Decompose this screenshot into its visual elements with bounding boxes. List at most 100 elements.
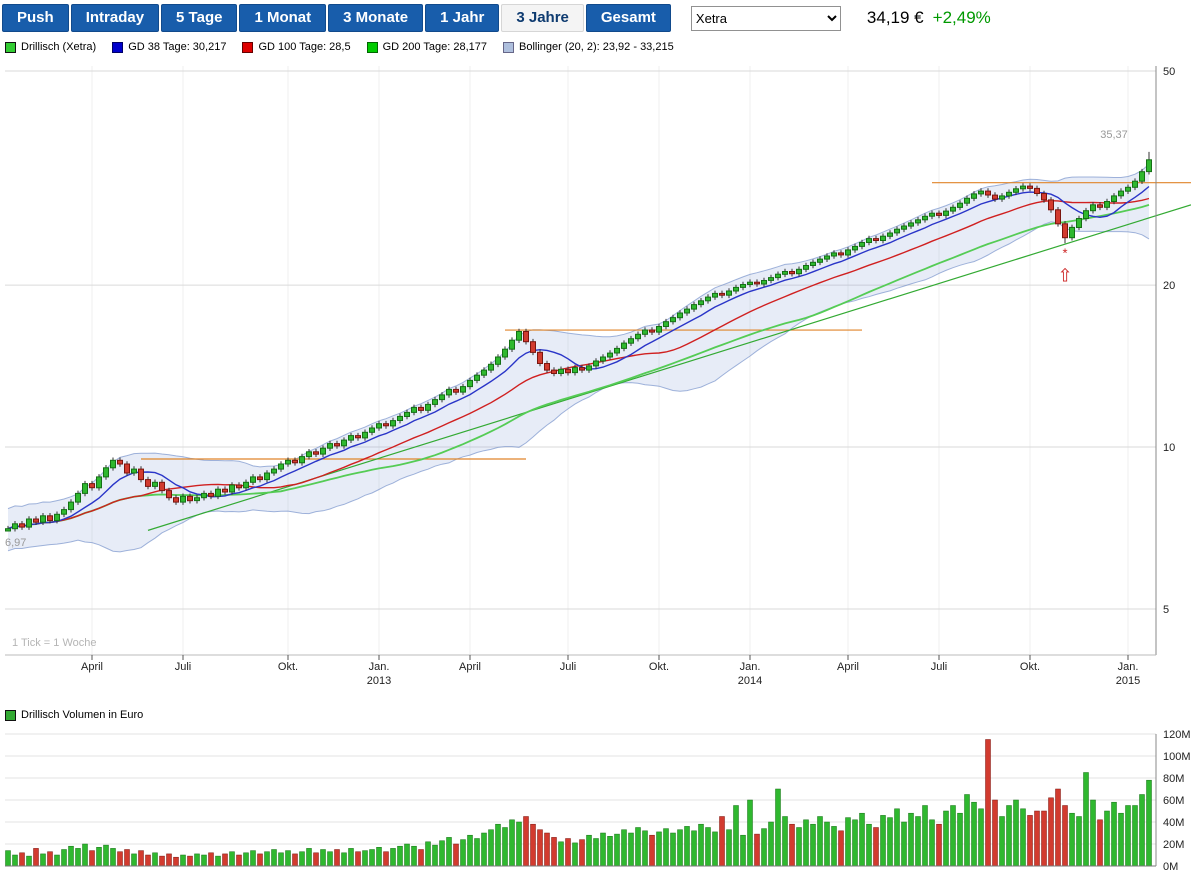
volume-bar (691, 830, 697, 867)
exchange-select[interactable]: Xetra (690, 5, 841, 31)
candle (404, 411, 410, 417)
candle (705, 296, 711, 302)
volume-bar (782, 816, 788, 867)
volume-bar (523, 816, 529, 867)
candle (551, 369, 557, 375)
volume-bar (873, 827, 879, 867)
candle (999, 195, 1005, 200)
candle (159, 481, 165, 492)
candle (327, 443, 333, 449)
volume-bar (677, 829, 683, 867)
volume-bar (747, 799, 753, 867)
x-axis-label: Jan. (1118, 661, 1139, 673)
x-axis-label: Juli (175, 661, 192, 673)
volume-bar (908, 812, 914, 867)
candle (33, 518, 39, 523)
candle (257, 476, 263, 481)
legend-item-volume: Drillisch Volumen in Euro (5, 709, 143, 721)
candle (1062, 223, 1068, 239)
candle (19, 523, 25, 528)
candle (89, 483, 95, 489)
candle (250, 476, 256, 483)
volume-bar (684, 826, 690, 867)
candle (1097, 204, 1103, 208)
volume-bar (663, 828, 669, 867)
volume-bar (152, 852, 158, 867)
volume-bar (929, 819, 935, 867)
candle (502, 348, 508, 358)
x-axis-label: Jan. (369, 661, 390, 673)
range-button-3-monate[interactable]: 3 Monate (328, 4, 424, 32)
legend-label-drillisch: Drillisch (Xetra) (21, 41, 97, 53)
volume-axis-label: 120M (1163, 729, 1191, 741)
volume-bar (89, 850, 95, 867)
volume-bar (397, 845, 403, 867)
volume-bar (299, 851, 305, 867)
candle (1125, 186, 1131, 192)
candle (971, 193, 977, 199)
candle (201, 492, 207, 499)
volume-bar (362, 850, 368, 867)
candle (376, 423, 382, 429)
range-button-3-jahre[interactable]: 3 Jahre (501, 4, 584, 32)
range-button-1-monat[interactable]: 1 Monat (239, 4, 327, 32)
candle (537, 351, 543, 364)
volume-bar (75, 848, 81, 867)
candle (663, 321, 669, 328)
volume-bar (425, 841, 431, 867)
volume-bar (1076, 816, 1082, 867)
candle (1076, 218, 1082, 228)
candle (838, 252, 844, 256)
candle (649, 329, 655, 333)
candle (691, 304, 697, 310)
volume-bar (586, 834, 592, 867)
candle (439, 394, 445, 401)
volume-bar (824, 821, 830, 867)
volume-bar (1083, 772, 1089, 867)
candle (789, 271, 795, 275)
candle (810, 261, 816, 267)
volume-bar (320, 849, 326, 867)
candle (978, 190, 984, 195)
candle (726, 290, 732, 296)
volume-bar (334, 849, 340, 867)
y-axis-label: 50 (1163, 66, 1175, 78)
candle (894, 228, 900, 234)
candle (523, 331, 529, 343)
volume-bar (950, 805, 956, 867)
range-button-1-jahr[interactable]: 1 Jahr (425, 4, 500, 32)
legend-label-bollinger: Bollinger (20, 2): 23,92 - 33,215 (519, 41, 674, 53)
candle (481, 369, 487, 376)
candle (362, 431, 368, 439)
volume-bar (775, 788, 781, 867)
volume-bar (1125, 805, 1131, 867)
range-button-gesamt[interactable]: Gesamt (585, 4, 671, 32)
volume-bar (432, 844, 438, 867)
range-button-5-tage[interactable]: 5 Tage (161, 4, 238, 32)
volume-bar (621, 829, 627, 867)
y-axis-label: 20 (1163, 280, 1175, 292)
volume-bar (376, 847, 382, 867)
candle (740, 284, 746, 288)
candle (110, 459, 116, 469)
candle (355, 435, 361, 439)
candle (131, 468, 137, 474)
range-button-push[interactable]: Push (2, 4, 69, 32)
volume-bar (768, 821, 774, 867)
candle (446, 388, 452, 396)
x-axis-year: 2013 (367, 675, 391, 687)
volume-bar (509, 819, 515, 867)
volume-bar (1090, 799, 1096, 867)
volume-bar (390, 848, 396, 867)
candle (873, 238, 879, 242)
volume-bar (54, 854, 60, 867)
range-button-intraday[interactable]: Intraday (70, 4, 160, 32)
volume-bar (1034, 810, 1040, 867)
candle (768, 277, 774, 281)
candle (1146, 159, 1152, 173)
candle (1104, 201, 1110, 208)
volume-legend: Drillisch Volumen in Euro (0, 704, 1191, 726)
ma-line (7, 204, 1150, 530)
volume-axis-label: 100M (1163, 751, 1191, 763)
volume-bar (530, 823, 536, 867)
